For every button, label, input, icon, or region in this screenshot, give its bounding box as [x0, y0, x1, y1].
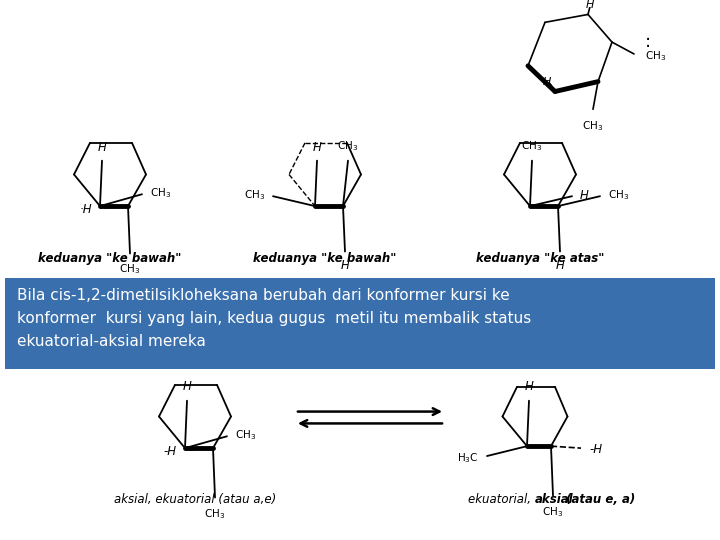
Text: (atau e, a): (atau e, a)	[562, 492, 635, 505]
Text: CH$_3$: CH$_3$	[542, 505, 564, 519]
Text: H: H	[586, 0, 594, 10]
Text: aksial, ekuatorial (atau a,e): aksial, ekuatorial (atau a,e)	[114, 492, 276, 505]
Text: H: H	[556, 259, 564, 273]
Text: CH$_3$: CH$_3$	[244, 188, 265, 202]
FancyBboxPatch shape	[5, 278, 715, 369]
Text: H: H	[98, 141, 107, 154]
Text: CH$_3$: CH$_3$	[150, 186, 171, 200]
Text: :: :	[645, 33, 651, 51]
Text: keduanya "ke bawah": keduanya "ke bawah"	[253, 252, 397, 265]
Text: CH$_3$: CH$_3$	[608, 188, 629, 202]
Text: H: H	[183, 380, 192, 393]
Text: H: H	[341, 259, 349, 273]
Text: CH$_3$: CH$_3$	[338, 139, 359, 153]
Text: CH$_3$: CH$_3$	[120, 262, 140, 276]
Text: -H: -H	[589, 443, 602, 456]
Text: H: H	[580, 188, 589, 202]
Text: -H: -H	[164, 444, 177, 457]
Text: keduanya "ke atas": keduanya "ke atas"	[476, 252, 604, 265]
Text: CH$_3$: CH$_3$	[521, 139, 543, 153]
Text: H: H	[525, 380, 534, 393]
Text: H$_3$C: H$_3$C	[457, 451, 479, 465]
Text: ekuatorial,: ekuatorial,	[468, 492, 535, 505]
Text: Bila cis-1,2-dimetilsikloheksana berubah dari konformer kursi ke
konformer  kurs: Bila cis-1,2-dimetilsikloheksana berubah…	[17, 288, 531, 349]
Text: aksial: aksial	[535, 492, 574, 505]
Text: CH$_3$: CH$_3$	[582, 119, 603, 133]
Text: keduanya "ke bawah": keduanya "ke bawah"	[38, 252, 181, 265]
Text: CH$_3$: CH$_3$	[204, 508, 225, 521]
Text: H: H	[543, 77, 552, 86]
Text: CH$_3$: CH$_3$	[645, 49, 666, 63]
Text: H: H	[312, 141, 321, 154]
Text: ·H: ·H	[79, 202, 92, 215]
Text: CH$_3$: CH$_3$	[235, 428, 256, 442]
